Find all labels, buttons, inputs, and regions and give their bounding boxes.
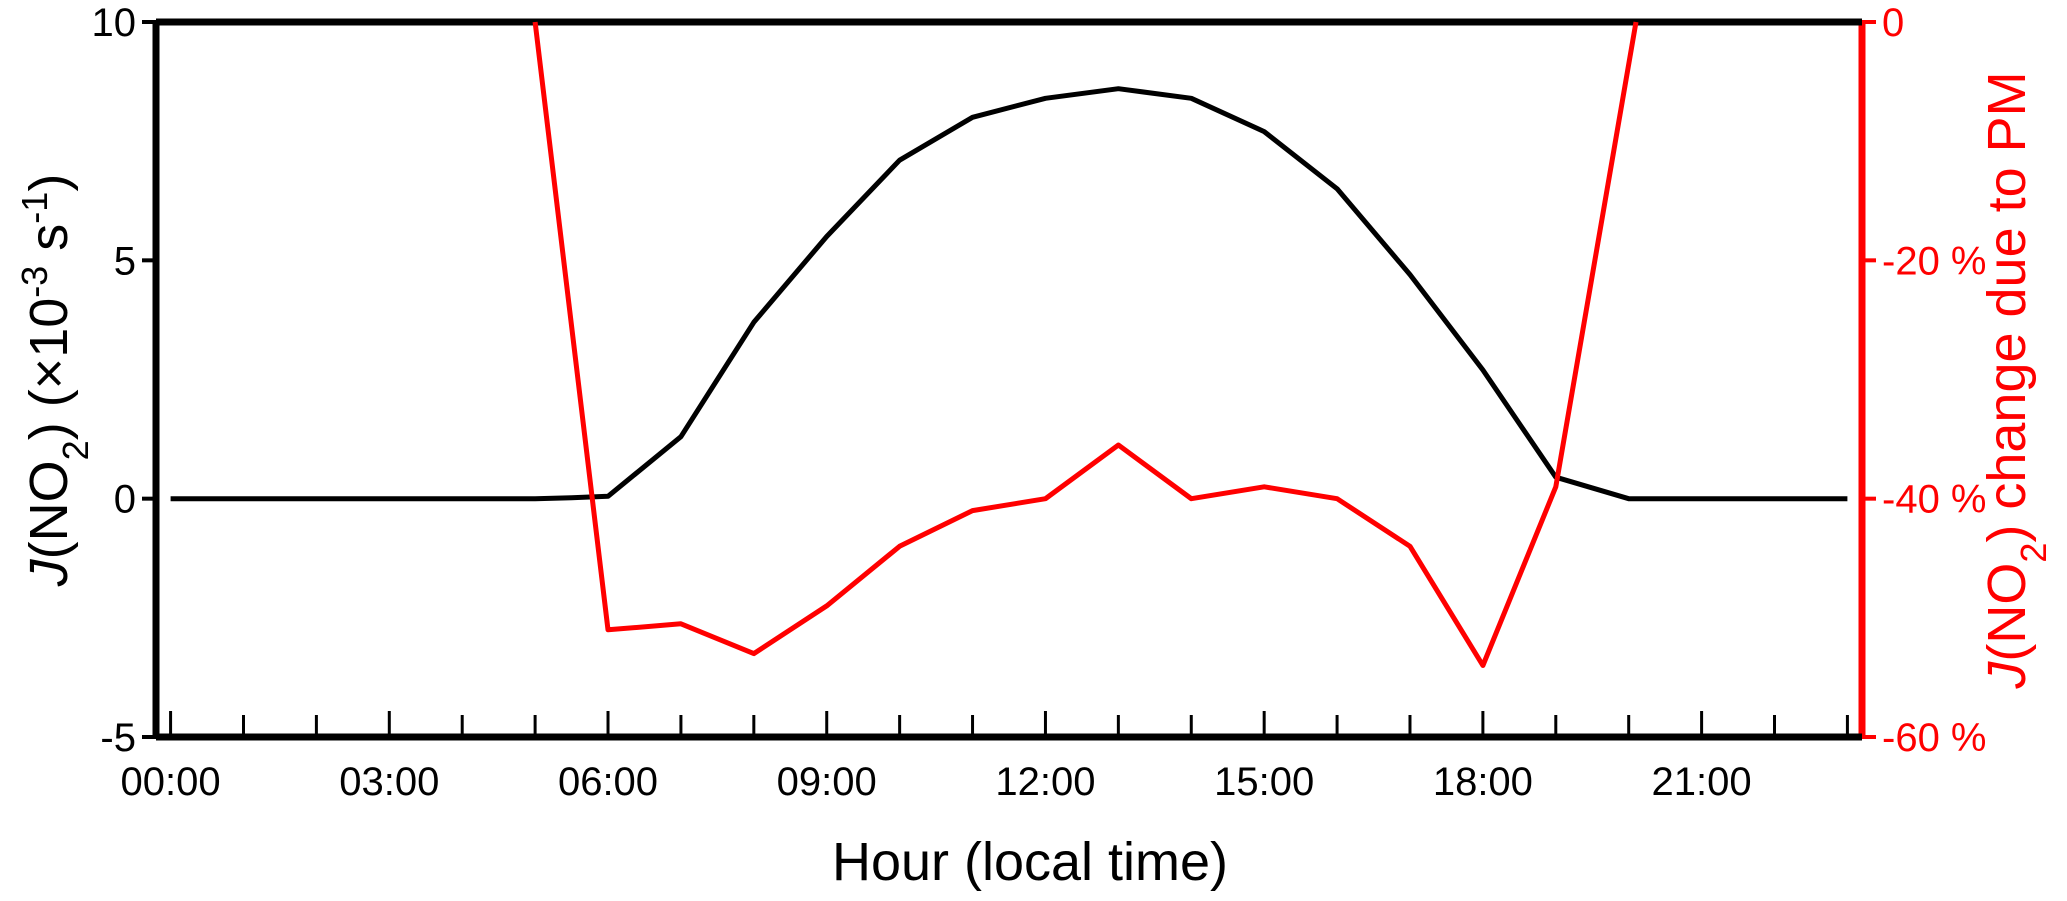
right-y-tick-label: -60 %: [1882, 716, 1987, 760]
left-y-axis-ticks: -5 0 5 10: [92, 1, 156, 760]
x-tick-label: 18:00: [1433, 760, 1533, 804]
left-y-tick-label: 5: [114, 239, 136, 283]
x-axis-title: Hour (local time): [832, 832, 1228, 892]
right-y-tick-label: 0: [1882, 1, 1904, 45]
x-tick-label: 06:00: [558, 760, 658, 804]
x-tick-label: 09:00: [777, 760, 877, 804]
series-line-jno2: [170, 86, 1848, 502]
right-y-tick-label: -40 %: [1882, 478, 1987, 522]
right-y-axis-title: J(NO2) change due to PM: [1977, 71, 2054, 689]
x-axis-ticks: [169, 711, 1849, 737]
series-line-jno2-change: [532, 21, 1639, 668]
x-tick-label: 03:00: [339, 760, 439, 804]
left-y-tick-label: -5: [100, 716, 136, 760]
left-y-axis-title: J(NO2) (×10-3 s-1): [14, 174, 96, 588]
x-tick-label: 15:00: [1214, 760, 1314, 804]
left-y-tick-label: 10: [92, 1, 137, 45]
x-tick-label: 00:00: [121, 760, 221, 804]
right-y-tick-label: -20 %: [1882, 239, 1987, 283]
x-tick-label: 12:00: [995, 760, 1095, 804]
left-y-tick-label: 0: [114, 478, 136, 522]
right-y-axis-ticks: -60 % -40 % -20 % 0: [1862, 1, 1987, 760]
x-tick-label: 21:00: [1652, 760, 1752, 804]
x-axis-tick-labels: 00:00 03:00 06:00 09:00 12:00 15:00 18:00 21:00: [121, 760, 1752, 804]
